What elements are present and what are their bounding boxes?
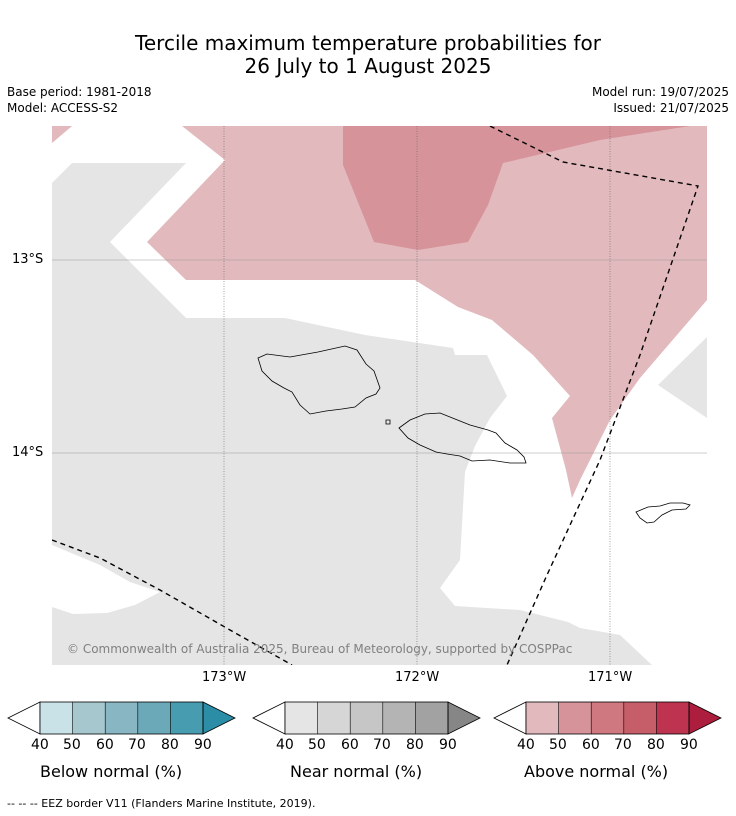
model-run-text: Model run: 19/07/2025 [591,85,729,99]
colorbar-above-label: 60 [582,737,600,753]
colorbar-below-normal [7,701,236,735]
colorbar-below-low-arrow [7,701,41,735]
colorbar-above-high-arrow [688,701,722,735]
colorbar-near-seg-3 [350,702,383,734]
savaii-island [257,345,381,415]
colorbar-below-seg-1 [40,702,73,734]
model-text: Model: ACCESS-S2 [7,101,119,115]
colorbar-above-low-arrow [493,701,527,735]
issued-text: Issued: 21/07/2025 [613,101,729,115]
colorbar-below-seg-4 [137,702,171,734]
lat-tick-14s: 14°S [12,445,44,460]
colorbar-near-label: 50 [308,737,326,753]
colorbar-below-seg-2 [72,702,106,734]
colorbar-near-title: Near normal (%) [290,762,423,781]
colorbar-above-seg-1 [526,702,559,734]
colorbar-near-seg-2 [317,702,351,734]
lon-tick-171w: 171°W [588,670,633,685]
above-normal-40-region [52,126,707,498]
colorbar-near-label: 60 [341,737,359,753]
above-normal-40-region-nw [52,126,72,143]
colorbar-near-label: 80 [406,737,424,753]
map-title-line1: Tercile maximum temperature probabilitie… [135,31,601,55]
eez-border-east [489,126,699,665]
base-period-text: Base period: 1981-2018 [7,85,152,99]
colorbar-above-seg-5 [656,702,689,734]
colorbar-below-label: 80 [161,737,179,753]
colorbar-below-label: 50 [63,737,81,753]
manono-island [385,419,391,425]
colorbar-above-label: 70 [614,737,632,753]
gridlines [52,259,707,454]
colorbar-below-high-arrow [202,701,236,735]
colorbar-near-seg-1 [285,702,318,734]
colorbar-above-label: 50 [549,737,567,753]
map-title-line2: 26 July to 1 August 2025 [244,54,492,78]
eez-footnote: -- -- -- EEZ border V11 (Flanders Marine… [7,797,316,810]
colorbar-above-normal [493,701,722,735]
map-plot-area [52,126,707,665]
lon-tick-173w: 173°W [202,670,247,685]
colorbar-above-seg-4 [623,702,657,734]
colorbar-above-seg-2 [558,702,592,734]
colorbar-near-label: 40 [276,737,294,753]
colorbar-below-title: Below normal (%) [40,762,183,781]
colorbar-below-label: 70 [128,737,146,753]
upolu-island [398,412,527,464]
colorbar-near-low-arrow [252,701,286,735]
copyright-text: © Commonwealth of Australia 2025, Bureau… [67,642,573,656]
colorbar-near-high-arrow [447,701,481,735]
colorbar-above-title: Above normal (%) [524,762,669,781]
above-normal-50-region [343,126,690,250]
lat-tick-13s: 13°S [12,252,44,267]
tutuila-island [635,502,691,524]
eez-border-sw [52,539,293,665]
colorbar-near-seg-4 [382,702,416,734]
near-normal-region-east [658,337,707,418]
colorbar-near-label: 90 [439,737,457,753]
colorbar-below-label: 40 [31,737,49,753]
colorbar-below-label: 90 [194,737,212,753]
colorbar-near-label: 70 [373,737,391,753]
colorbar-above-seg-3 [591,702,624,734]
colorbar-near-normal [252,701,481,735]
colorbar-below-label: 60 [96,737,114,753]
near-normal-region [52,163,652,665]
colorbar-above-label: 40 [517,737,535,753]
lon-tick-172w: 172°W [395,670,440,685]
colorbar-near-seg-5 [415,702,448,734]
colorbar-below-seg-3 [105,702,138,734]
colorbar-above-label: 90 [680,737,698,753]
colorbar-below-seg-5 [170,702,203,734]
colorbar-above-label: 80 [647,737,665,753]
